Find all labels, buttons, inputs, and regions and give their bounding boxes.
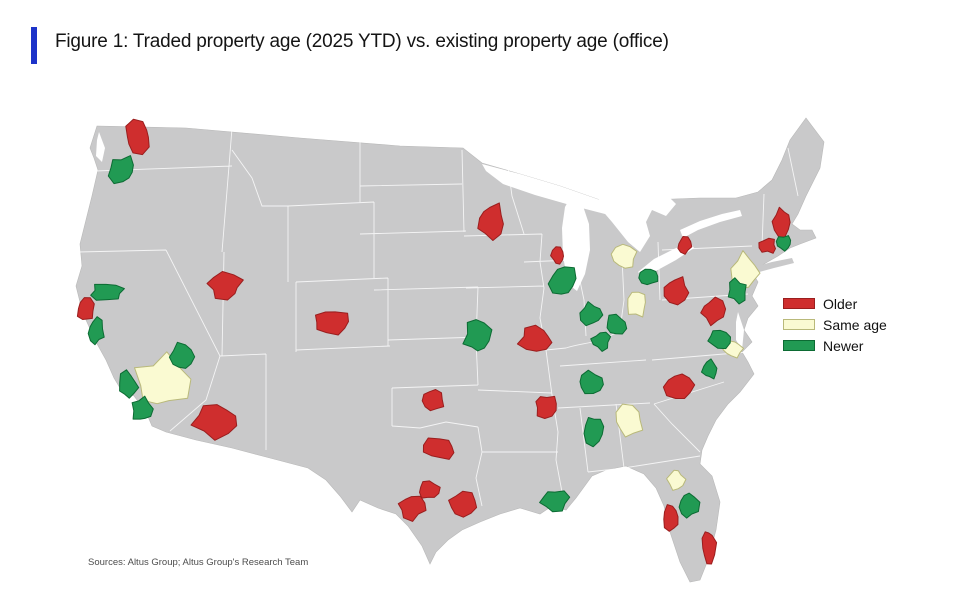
market-milwaukee xyxy=(550,246,564,265)
legend-label-same-age: Same age xyxy=(823,316,887,333)
map-legend: Older Same age Newer xyxy=(783,293,887,356)
market-indianapolis xyxy=(579,301,604,327)
market-orlando xyxy=(678,492,701,519)
market-salt-lake-city xyxy=(206,271,244,301)
market-memphis xyxy=(535,395,557,419)
newer-swatch-icon xyxy=(783,340,815,351)
market-las-vegas xyxy=(168,341,196,369)
market-san-francisco xyxy=(76,297,95,320)
market-los-angeles xyxy=(119,369,140,399)
market-oklahoma-city xyxy=(421,389,445,412)
market-tampa xyxy=(663,504,679,532)
long-island xyxy=(750,258,794,274)
market-sacramento xyxy=(90,283,125,301)
market-san-diego xyxy=(131,395,154,420)
market-austin xyxy=(419,480,441,499)
market-portland xyxy=(107,155,134,185)
market-chicago xyxy=(547,266,577,295)
lake-ontario-icon xyxy=(680,210,742,238)
market-jacksonville xyxy=(666,469,687,491)
market-minneapolis xyxy=(477,202,504,241)
market-dallas xyxy=(422,437,455,460)
legend-label-newer: Newer xyxy=(823,337,864,354)
market-phoenix xyxy=(190,404,238,441)
market-hartford xyxy=(758,237,776,254)
market-denver xyxy=(315,311,349,336)
market-raleigh xyxy=(701,358,718,380)
legend-item-older: Older xyxy=(783,293,887,314)
market-grand-rapids xyxy=(610,243,638,269)
market-san-antonio xyxy=(397,495,427,522)
market-new-orleans xyxy=(539,490,571,513)
market-nashville xyxy=(579,369,604,395)
market-cincinnati xyxy=(606,313,628,335)
market-columbus xyxy=(627,291,646,318)
market-kansas-city xyxy=(462,319,493,352)
source-note: Sources: Altus Group; Altus Group's Rese… xyxy=(88,557,309,568)
market-rochester xyxy=(677,236,693,255)
market-st-louis xyxy=(516,324,553,352)
market-louisville xyxy=(590,331,612,352)
puget-sound-icon xyxy=(96,132,105,162)
market-providence xyxy=(775,235,792,252)
chesapeake-bay-icon xyxy=(736,312,744,350)
market-miami xyxy=(701,531,718,565)
lake-superior-icon xyxy=(482,164,612,214)
legend-item-same-age: Same age xyxy=(783,314,887,335)
great-lakes xyxy=(96,132,744,350)
market-detroit xyxy=(638,268,659,286)
market-seattle xyxy=(125,118,150,156)
market-baltimore xyxy=(700,296,727,327)
market-atlanta xyxy=(615,403,644,438)
figure-title: Figure 1: Traded property age (2025 YTD)… xyxy=(55,31,669,52)
same-age-swatch-icon xyxy=(783,319,815,330)
older-swatch-icon xyxy=(783,298,815,309)
legend-label-older: Older xyxy=(823,295,858,312)
title-accent-bar xyxy=(31,27,37,64)
market-birmingham xyxy=(583,417,605,448)
legend-item-newer: Newer xyxy=(783,335,887,356)
market-charlotte xyxy=(662,373,696,399)
market-philadelphia xyxy=(727,277,747,305)
market-san-jose xyxy=(87,316,105,346)
market-washington-dc xyxy=(707,329,731,350)
market-pittsburgh xyxy=(663,276,690,306)
market-houston xyxy=(448,490,478,518)
lake-huron-icon xyxy=(598,186,676,252)
market-blobs-layer xyxy=(76,118,792,565)
